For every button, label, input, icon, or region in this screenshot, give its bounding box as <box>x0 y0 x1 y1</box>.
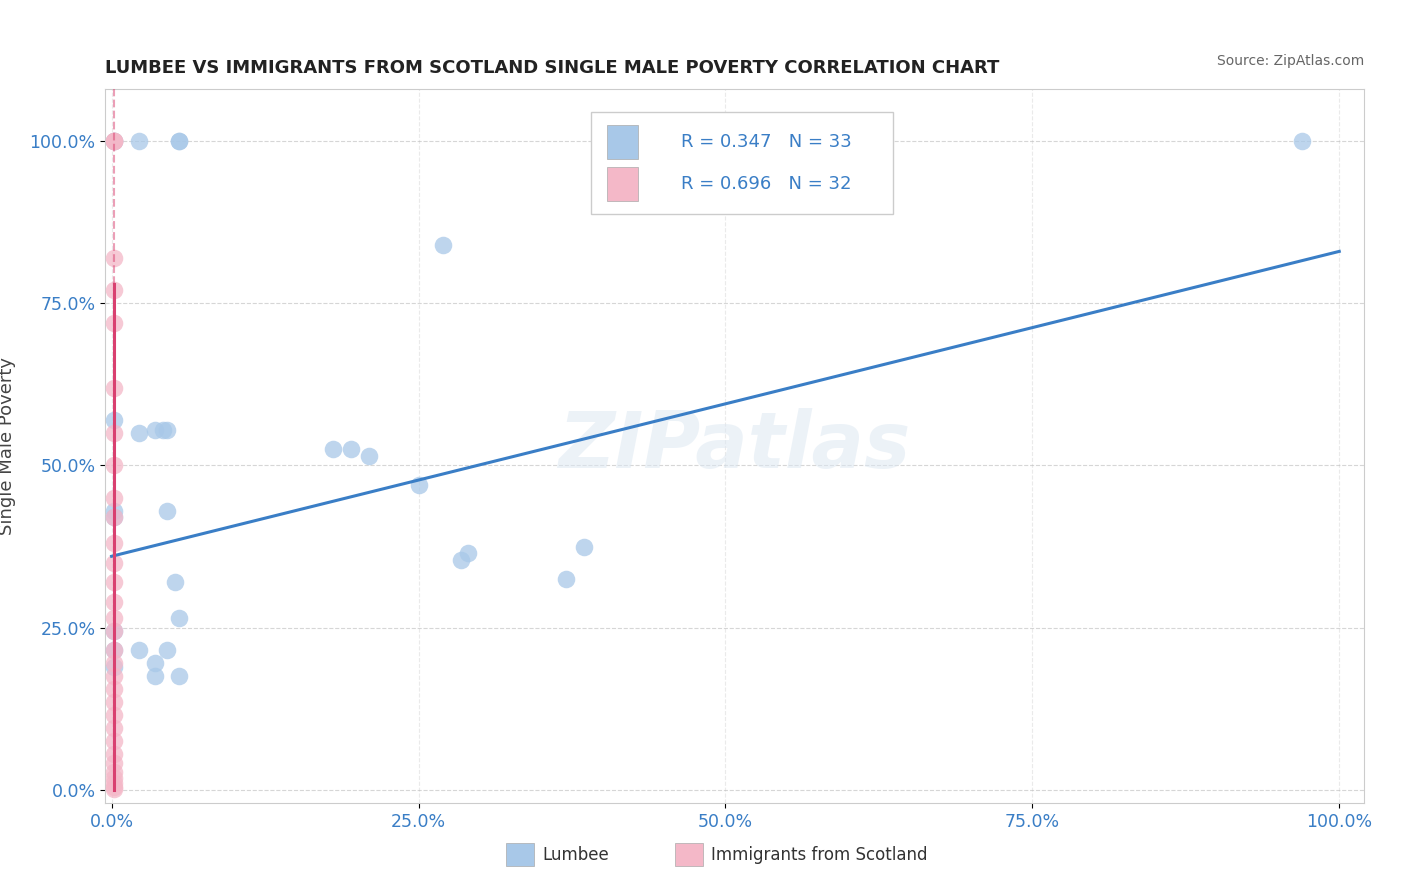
Point <box>103 764 125 779</box>
Point <box>156 643 179 657</box>
Point <box>143 669 166 683</box>
Point <box>103 510 125 524</box>
Point <box>432 238 454 252</box>
Point <box>340 442 363 457</box>
Point <box>128 134 150 148</box>
Point <box>103 134 125 148</box>
Text: ZIPatlas: ZIPatlas <box>558 408 911 484</box>
Point <box>103 134 125 148</box>
Point <box>103 425 125 440</box>
Point <box>103 611 125 625</box>
Point <box>152 423 174 437</box>
Point <box>103 734 125 748</box>
Point <box>167 134 190 148</box>
Point <box>103 510 125 524</box>
Point <box>554 572 576 586</box>
Point <box>103 747 125 761</box>
Point <box>450 552 472 566</box>
Point <box>457 546 479 560</box>
Point <box>128 425 150 440</box>
Point <box>103 536 125 550</box>
Point <box>103 756 125 770</box>
Text: R = 0.347   N = 33: R = 0.347 N = 33 <box>681 133 851 151</box>
Point <box>103 771 125 785</box>
Point <box>103 504 125 518</box>
Point <box>103 695 125 709</box>
Point <box>103 682 125 697</box>
Point <box>103 780 125 794</box>
Point <box>128 643 150 657</box>
Point <box>103 381 125 395</box>
Point <box>167 611 190 625</box>
Point <box>103 134 125 148</box>
Point <box>103 556 125 570</box>
Point <box>103 721 125 735</box>
Point <box>167 134 190 148</box>
Text: Immigrants from Scotland: Immigrants from Scotland <box>711 846 928 863</box>
Point <box>103 708 125 723</box>
Point <box>103 643 125 657</box>
Text: Lumbee: Lumbee <box>543 846 609 863</box>
Point <box>103 781 125 796</box>
Point <box>103 657 125 671</box>
Y-axis label: Single Male Poverty: Single Male Poverty <box>0 357 15 535</box>
Point <box>103 251 125 265</box>
Point <box>103 458 125 473</box>
Point <box>359 449 381 463</box>
Text: Source: ZipAtlas.com: Source: ZipAtlas.com <box>1216 54 1364 68</box>
Point <box>103 134 125 148</box>
Point <box>103 643 125 657</box>
Point <box>1291 134 1313 148</box>
Point <box>103 575 125 590</box>
Point <box>574 540 596 554</box>
Point <box>165 575 187 590</box>
Text: R = 0.696   N = 32: R = 0.696 N = 32 <box>681 175 851 193</box>
Point <box>143 657 166 671</box>
Point <box>408 478 430 492</box>
Point <box>103 134 125 148</box>
Point <box>156 423 179 437</box>
Point <box>103 624 125 638</box>
Point <box>167 669 190 683</box>
Point <box>103 776 125 790</box>
Point <box>103 283 125 297</box>
Point <box>103 624 125 638</box>
Point <box>103 491 125 505</box>
Point <box>103 413 125 427</box>
Point <box>103 669 125 683</box>
Point <box>322 442 344 457</box>
Point <box>103 316 125 330</box>
Point <box>103 595 125 609</box>
Point <box>143 423 166 437</box>
Point <box>103 659 125 673</box>
Text: LUMBEE VS IMMIGRANTS FROM SCOTLAND SINGLE MALE POVERTY CORRELATION CHART: LUMBEE VS IMMIGRANTS FROM SCOTLAND SINGL… <box>105 59 1000 77</box>
Point <box>156 504 179 518</box>
